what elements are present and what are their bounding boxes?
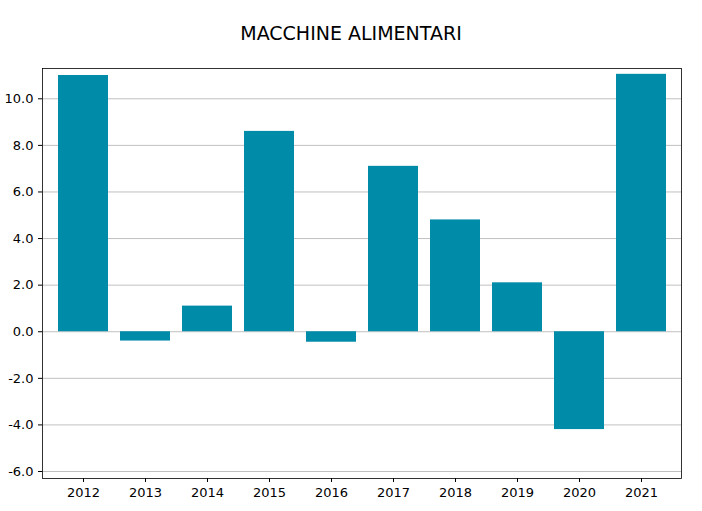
- svg-text:-4.0: -4.0: [8, 417, 33, 432]
- svg-text:2012: 2012: [67, 485, 100, 500]
- html-text:MACCHINE ALIMENTARI: MACCHINE ALIMENTARI: [240, 22, 462, 44]
- svg-text:-6.0: -6.0: [8, 464, 33, 479]
- svg-text:2014: 2014: [191, 485, 224, 500]
- svg-text:2017: 2017: [377, 485, 410, 500]
- svg-text:2021: 2021: [625, 485, 658, 500]
- svg-text:10.0: 10.0: [5, 91, 34, 106]
- svg-text:-2.0: -2.0: [8, 370, 33, 385]
- svg-text:2020: 2020: [563, 485, 596, 500]
- svg-text:2019: 2019: [501, 485, 534, 500]
- svg-text:8.0: 8.0: [13, 138, 34, 153]
- svg-text:2016: 2016: [315, 485, 348, 500]
- svg-text:2015: 2015: [253, 485, 286, 500]
- svg-text:0.0: 0.0: [13, 324, 34, 339]
- svg-text:2.0: 2.0: [13, 277, 34, 292]
- svg-text:6.0: 6.0: [13, 184, 34, 199]
- svg-text:2013: 2013: [129, 485, 162, 500]
- svg-text:4.0: 4.0: [13, 231, 34, 246]
- svg-text:2018: 2018: [439, 485, 472, 500]
